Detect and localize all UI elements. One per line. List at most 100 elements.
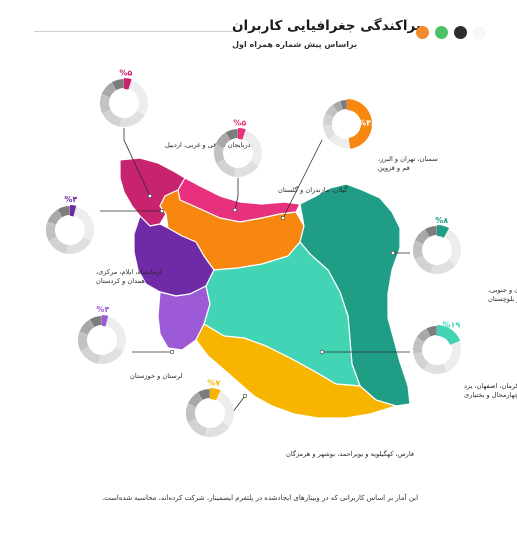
donut-gil-rest-slice	[234, 160, 259, 177]
donut-isf-rest-slice	[423, 362, 447, 374]
region-label-gil: گیلان، مازندران و گلستان	[278, 186, 348, 194]
page-title: پراکندگی جغرافیایی کاربران	[232, 18, 421, 34]
donut-lor-rest-slice	[89, 316, 102, 328]
donut-ker-rest-slice	[73, 206, 94, 242]
donut-isf-value-slice	[437, 325, 461, 345]
donut-lor-rest-slice	[78, 331, 89, 352]
donut-isf-rest-slice	[443, 341, 461, 372]
donut-far-rest-slice	[216, 391, 234, 427]
donut-gil-rest-slice	[213, 144, 225, 164]
donut-khr-rest-slice	[415, 229, 430, 244]
donut-ker-rest-slice	[46, 221, 57, 242]
donut-far: %۷ فارس، کهگیلویه و بویراحمد، بوشهر و هرم…	[186, 379, 414, 458]
donut-gil-rest-slice	[216, 159, 236, 177]
map-region-far	[195, 323, 397, 419]
header-divider	[34, 31, 234, 32]
header-dot-light	[473, 26, 486, 39]
donut-isf-rest-slice	[413, 352, 429, 370]
donut-az-rest-slice	[111, 79, 124, 91]
donut-az-rest-slice	[120, 110, 145, 127]
donut-teh-rest-slice	[329, 133, 351, 148]
donut-far-rest-slice	[186, 403, 197, 423]
donut-ker: %۴ کرمانشاه، ایلام، مرکزی، همدان و کردستان	[46, 195, 164, 285]
donut-lor-rest-slice	[99, 347, 124, 364]
value-label-isf: %۱۹	[443, 320, 461, 329]
donut-far-rest-slice	[188, 419, 207, 437]
donut-lor: %۴ لرستان و خوزستان	[78, 305, 182, 380]
donut-ker-rest-slice	[48, 237, 69, 254]
value-label-khr: %۸	[435, 216, 448, 225]
region-label-khr: خراسان‌های شمالی، رضوی و جنوبی،سیستان و …	[488, 286, 517, 303]
donut-ker-rest-slice	[67, 237, 92, 254]
leader-line-far	[231, 395, 246, 414]
donut-az-value-slice	[124, 78, 132, 90]
leader-line-gil	[234, 178, 239, 211]
value-label-teh: %۴۸	[358, 119, 376, 128]
donut-lor-rest-slice	[79, 319, 95, 335]
footnote: این آمار بر اساس کاربرانی که در وبینارها…	[101, 494, 419, 502]
donut-khr-rest-slice	[413, 240, 424, 260]
donut-far-value-slice	[210, 388, 221, 401]
donut-az-rest-slice	[101, 82, 117, 98]
donut-lor-value-slice	[102, 315, 109, 327]
donut-gil-rest-slice	[215, 132, 231, 148]
iran-map	[119, 157, 411, 419]
header-dot-orange	[416, 26, 429, 39]
leader-pin-far	[242, 393, 248, 399]
donut-gil-rest-slice	[225, 129, 238, 141]
donut-gil-value-slice	[238, 128, 246, 140]
donut-far-rest-slice	[197, 389, 210, 401]
header-dot-green	[435, 26, 448, 39]
leader-line-teh	[282, 139, 323, 219]
leader-pin-ker	[159, 208, 165, 214]
region-label-teh: سمنان، تهران و البرز، قم و قزوین	[378, 155, 438, 172]
donut-isf-rest-slice	[426, 326, 437, 337]
donut-lor-rest-slice	[105, 316, 126, 352]
leader-pin-khr	[390, 250, 396, 256]
donut-khr-rest-slice	[431, 259, 456, 274]
leader-line-az	[123, 128, 151, 197]
donut-gil-rest-slice	[242, 130, 262, 166]
donut-az: %۵ آذربایجان شرقی و غربی، اردبیل	[99, 68, 254, 149]
value-label-gil: %۵	[233, 118, 246, 127]
donut-khr-rest-slice	[444, 228, 461, 265]
leader-lines	[100, 128, 410, 414]
donut-ker-rest-slice	[57, 206, 70, 218]
region-label-lor: لرستان و خوزستان	[130, 372, 182, 380]
leader-pin-az	[147, 193, 153, 199]
header-dot-dark	[454, 26, 467, 39]
donut-charts: %۵ آذربایجان شرقی و غربی، اردبیل %۵ گیلان، …	[46, 68, 517, 458]
region-label-isf: کرمان، اصفهان، یزدو چهارمحال و بختیاری	[464, 382, 517, 399]
donut-khr-value-slice	[437, 225, 450, 238]
donut-teh-value-slice	[347, 99, 373, 149]
leader-pin-isf	[319, 349, 325, 355]
donut-ker-value-slice	[70, 205, 77, 217]
donut-khr: %۸ خراسان‌های شمالی، رضوی و جنوبی،سیستان …	[413, 216, 517, 303]
donut-az-rest-slice	[99, 94, 111, 114]
donut-teh-rest-slice	[340, 100, 347, 110]
leader-pin-gil	[232, 207, 238, 213]
value-label-ker: %۴	[64, 195, 77, 204]
region-label-az: آذربایجان شرقی و غربی، اردبیل	[165, 140, 254, 149]
donut-ker-rest-slice	[47, 209, 63, 225]
donut-isf-rest-slice	[413, 337, 425, 354]
value-label-lor: %۴	[96, 305, 109, 314]
donut-teh-rest-slice	[325, 105, 338, 118]
donut-teh-rest-slice	[323, 113, 334, 126]
leader-pin-lor	[169, 349, 175, 355]
region-label-far: فارس، کهگیلویه و بویراحمد، بوشهر و هرمزگ…	[286, 450, 414, 458]
value-label-az: %۵	[119, 68, 132, 77]
value-label-far: %۷	[207, 379, 220, 388]
donut-az-rest-slice	[128, 80, 148, 116]
leader-pin-teh	[280, 215, 286, 221]
page-subtitle: براساس پیش شماره همراه اول	[232, 40, 357, 49]
donut-isf: %۱۹ کرمان، اصفهان، یزدو چهارمحال و بختیار…	[413, 320, 517, 399]
donut-far-rest-slice	[187, 392, 203, 408]
donut-khr-rest-slice	[425, 226, 437, 237]
donut-az-rest-slice	[102, 109, 122, 127]
donut-isf-rest-slice	[416, 328, 431, 343]
donut-far-rest-slice	[204, 421, 230, 437]
donut-teh: %۴۸ سمنان، تهران و البرز، قم و قزوین	[323, 99, 438, 172]
donut-khr-rest-slice	[414, 255, 434, 274]
